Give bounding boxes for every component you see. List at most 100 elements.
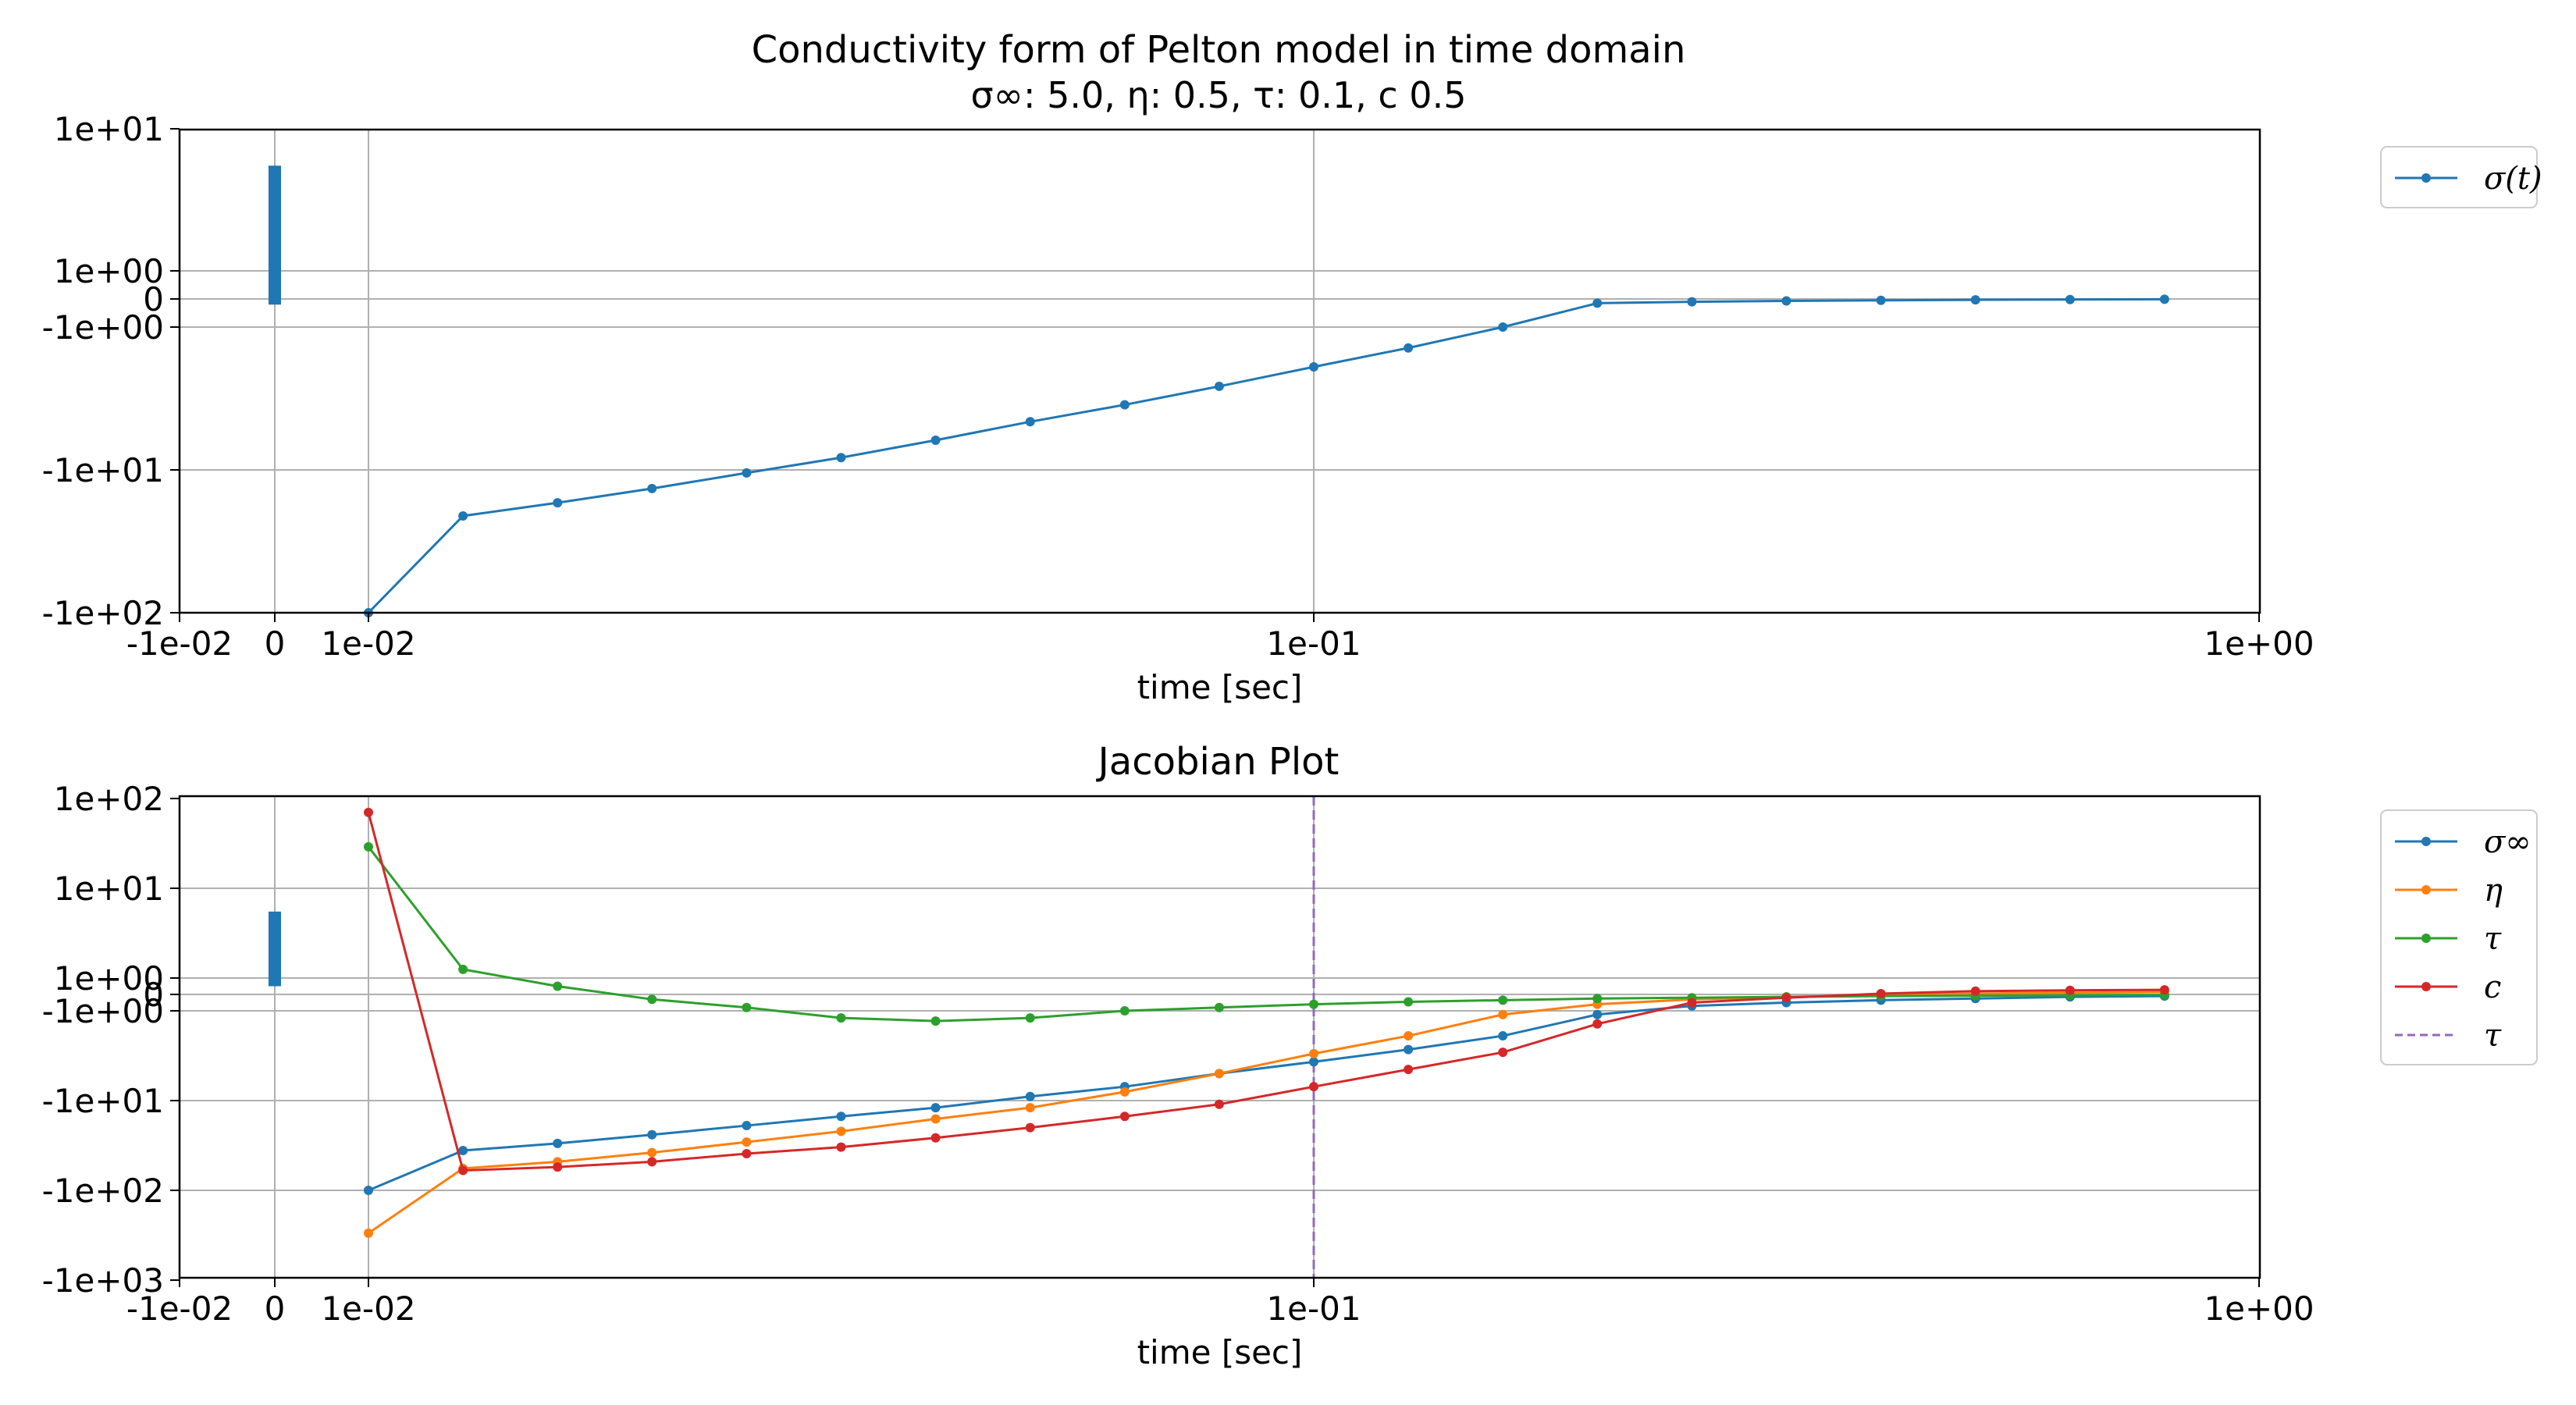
jacobian-data-point (742, 1137, 752, 1147)
jacobian-y-tick-label: -1e+02 (42, 1172, 164, 1210)
jacobian-data-point (836, 1013, 846, 1023)
jacobian-series-line-3 (367, 812, 2165, 1172)
jacobian-data-point (742, 1002, 752, 1012)
jacobian-y-tick-label: -1e+00 (42, 992, 164, 1030)
jacobian-data-point (1404, 1044, 1414, 1055)
jacobian-data-point (836, 1142, 846, 1152)
conductivity-data-point (553, 498, 563, 508)
jacobian-legend-label: c (2484, 969, 2501, 1005)
jacobian-legend-label: τ (2484, 1018, 2502, 1054)
conductivity-data-point (1498, 322, 1508, 332)
jacobian-data-point (1498, 995, 1508, 1005)
jacobian-data-point (647, 1157, 657, 1167)
jacobian-chart: Jacobian Plot -1e-02 0 1e-02 1e-01 1e+00-1e+… (42, 740, 2538, 1371)
conductivity-data-point (1214, 381, 1224, 391)
jacobian-legend-marker (2421, 837, 2431, 846)
conductivity-chart: -1e-02 0 1e-02 1e-01 1e+00 -1e+02 -1e+01 -1e+00… (42, 110, 2542, 706)
jacobian-data-point (364, 1228, 373, 1238)
jacobian-data-point (1025, 1091, 1035, 1101)
jacobian-series-line-2 (367, 845, 2165, 1023)
conductivity-data-point (2159, 294, 2169, 304)
conductivity-marks (269, 165, 2169, 617)
conductivity-data-point (836, 453, 846, 463)
jacobian-data-point (553, 981, 563, 991)
conductivity-x-tick-label: 1e-02 (321, 624, 415, 663)
conductivity-data-point (2065, 294, 2075, 304)
jacobian-x-tick-label: -1e-02 (126, 1289, 233, 1328)
jacobian-data-point (1781, 993, 1791, 1003)
jacobian-legend-marker (2421, 885, 2431, 895)
jacobian-x-tick-label: 1e+00 (2204, 1289, 2314, 1328)
conductivity-legend: σ(t) (2380, 146, 2542, 208)
conductivity-x-axis-label: time [sec] (1137, 668, 1303, 706)
jacobian-data-point (458, 1145, 468, 1155)
jacobian-legend-box (2380, 809, 2538, 1065)
jacobian-data-point (1592, 1009, 1603, 1019)
jacobian-data-point (647, 1147, 657, 1158)
jacobian-data-point (1309, 999, 1318, 1009)
jacobian-y-tick-label: 1e+01 (54, 870, 164, 908)
jacobian-data-point (1498, 1048, 1508, 1058)
jacobian-marks (269, 796, 2169, 1278)
jacobian-data-point (1119, 1087, 1130, 1097)
jacobian-data-point (1025, 1013, 1035, 1023)
jacobian-data-point (647, 994, 657, 1005)
jacobian-y-tick-label: -1e+01 (42, 1082, 164, 1120)
jacobian-y-tick-label: 0 (143, 976, 164, 1014)
jacobian-data-point (1214, 1099, 1224, 1109)
conductivity-y-tick-label: -1e+02 (42, 594, 164, 632)
conductivity-y-tick-label: 0 (143, 280, 164, 318)
conductivity-y-tick-label: -1e+01 (42, 451, 164, 489)
conductivity-x-tick-label: 1e+00 (2204, 624, 2314, 663)
jacobian-legend-marker (2421, 934, 2431, 943)
jacobian-data-point (364, 1186, 373, 1195)
jacobian-data-point (1592, 1019, 1603, 1029)
jacobian-series-line-0 (368, 994, 2165, 1192)
jacobian-data-point (553, 1162, 563, 1172)
conductivity-legend-marker (2421, 173, 2431, 183)
jacobian-data-point (1025, 1103, 1035, 1113)
conductivity-data-point (1687, 297, 1697, 307)
jacobian-legend-marker (2421, 982, 2431, 991)
conductivity-axes-frame (178, 128, 2261, 614)
jacobian-data-point (1498, 1009, 1508, 1019)
jacobian-x-tick-label: 1e-02 (321, 1289, 415, 1328)
jacobian-data-point (1687, 998, 1697, 1008)
jacobian-data-point (1970, 986, 1980, 996)
jacobian-data-point (364, 807, 373, 817)
jacobian-data-point (742, 1148, 752, 1158)
jacobian-ticks: -1e-02 0 1e-02 1e-01 1e+00 -1e+03 -1e+02 -1e+01… (42, 780, 2314, 1328)
jacobian-data-point (930, 1016, 941, 1026)
jacobian-data-point (1309, 1057, 1318, 1067)
conductivity-data-point (1592, 298, 1603, 308)
conductivity-data-point (1781, 296, 1791, 306)
conductivity-data-point (458, 510, 468, 521)
jacobian-x-tick-label: 0 (265, 1289, 286, 1328)
conductivity-y-tick-label: 1e+01 (54, 110, 164, 148)
jacobian-y-tick-label: 1e+00 (54, 959, 164, 998)
jacobian-data-point (836, 1112, 846, 1122)
jacobian-legend-label: τ (2484, 921, 2502, 957)
jacobian-data-point (930, 1114, 941, 1124)
jacobian-data-point (458, 1165, 468, 1176)
jacobian-data-point (1214, 1069, 1224, 1079)
conductivity-data-point (1970, 295, 1980, 305)
jacobian-data-point (1119, 1112, 1130, 1122)
conductivity-data-point (647, 483, 657, 493)
jacobian-data-point (647, 1129, 657, 1140)
jacobian-data-point (742, 1121, 752, 1131)
conductivity-data-point (1025, 417, 1035, 427)
jacobian-data-point (1876, 988, 1886, 998)
jacobian-data-point (1404, 1031, 1414, 1041)
jacobian-data-point (553, 1138, 563, 1148)
conductivity-data-point (1119, 400, 1130, 410)
jacobian-data-point (1404, 997, 1414, 1007)
jacobian-data-point (1025, 1122, 1035, 1133)
conductivity-ticks: -1e-02 0 1e-02 1e-01 1e+00 -1e+02 -1e+01 -1e+00… (42, 110, 2314, 663)
jacobian-data-point (1119, 1006, 1130, 1016)
conductivity-x-tick-label: -1e-02 (126, 624, 233, 663)
conductivity-data-point (742, 468, 752, 478)
jacobian-data-point (1309, 1048, 1318, 1058)
